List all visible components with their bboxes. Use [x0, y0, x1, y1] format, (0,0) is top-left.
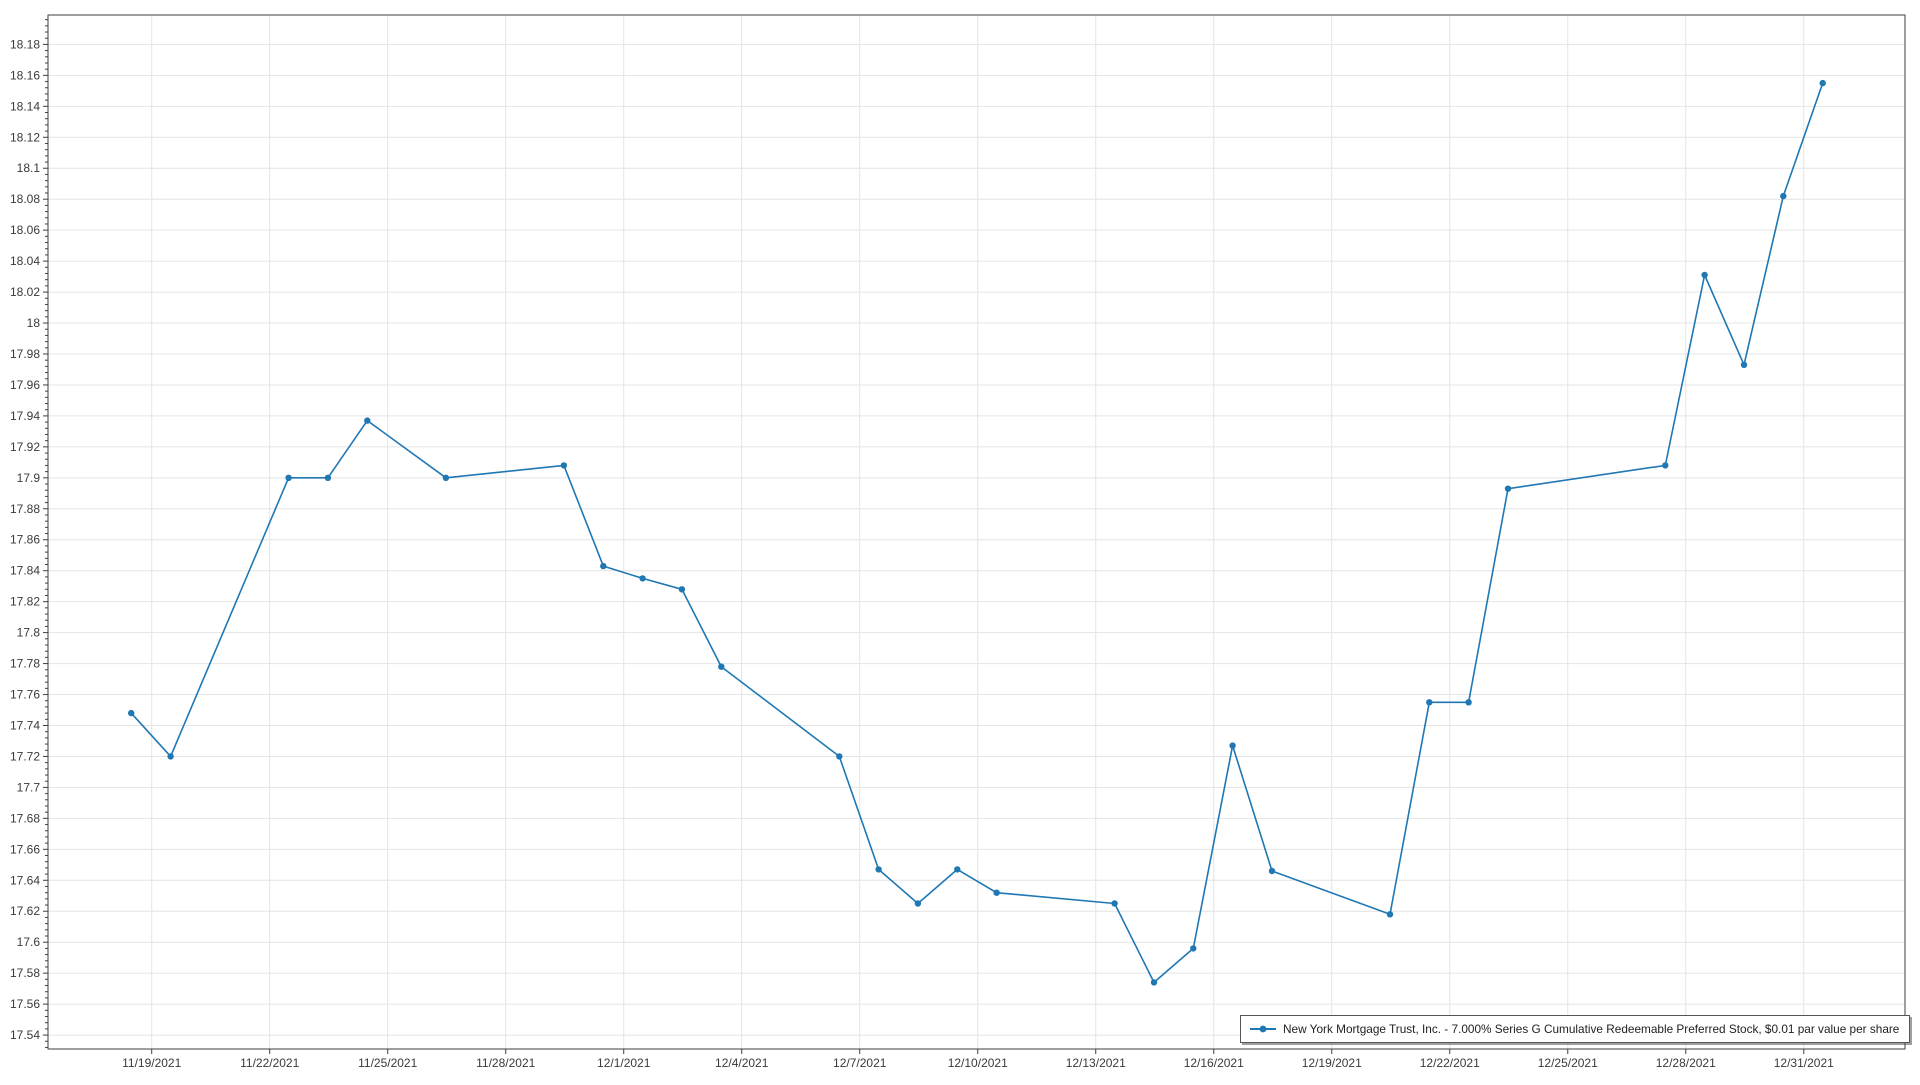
data-point: [954, 866, 961, 873]
data-point: [678, 586, 686, 593]
data-point: [993, 889, 1000, 896]
x-axis-label: 11/25/2021: [358, 1056, 417, 1070]
data-point: [1190, 945, 1197, 952]
x-axis-label: 12/31/2021: [1774, 1056, 1834, 1070]
x-axis-label: 12/25/2021: [1538, 1056, 1598, 1070]
data-point: [1386, 911, 1394, 918]
y-axis-label: 18.04: [10, 254, 40, 268]
data-point: [1819, 79, 1826, 87]
x-axis-label: 11/19/2021: [122, 1056, 181, 1070]
y-axis-label: 17.8: [17, 626, 41, 640]
y-axis-label: 17.84: [10, 564, 40, 578]
y-axis-label: 17.56: [10, 997, 40, 1011]
y-axis-label: 17.86: [10, 533, 40, 547]
y-axis-label: 17.58: [10, 966, 40, 980]
y-axis-label: 17.98: [10, 347, 40, 361]
x-axis-label: 11/28/2021: [476, 1056, 535, 1070]
y-axis-label: 17.66: [10, 842, 40, 856]
y-axis-label: 18.1: [17, 161, 41, 175]
y-axis-label: 17.82: [10, 595, 40, 609]
legend-series-marker-icon: [1250, 1024, 1276, 1034]
x-axis-label: 12/10/2021: [948, 1056, 1008, 1070]
series-line: [130, 82, 1824, 984]
data-point: [167, 753, 174, 760]
y-axis-label: 17.92: [10, 440, 40, 454]
data-point: [442, 474, 450, 481]
y-axis-label: 18.06: [10, 223, 40, 237]
y-axis-label: 17.76: [10, 688, 40, 702]
data-point: [1426, 699, 1433, 706]
y-axis-label: 17.68: [10, 811, 40, 825]
y-axis-label: 17.6: [17, 935, 41, 949]
x-axis-label: 12/22/2021: [1420, 1056, 1480, 1070]
y-axis-label: 17.7: [17, 780, 41, 794]
x-axis-label: 12/7/2021: [833, 1056, 887, 1070]
y-axis-label: 17.94: [10, 409, 40, 423]
data-point: [1662, 462, 1669, 469]
data-point: [560, 462, 568, 469]
data-point: [718, 663, 725, 670]
x-axis-label: 12/13/2021: [1066, 1056, 1126, 1070]
y-axis-label: 17.74: [10, 718, 40, 732]
data-point: [600, 562, 607, 570]
data-point: [1150, 979, 1158, 986]
y-axis-label: 17.72: [10, 749, 40, 763]
data-point: [128, 709, 135, 717]
y-axis-label: 17.54: [10, 1028, 40, 1042]
data-point: [875, 866, 882, 873]
y-axis-label: 18: [27, 316, 41, 330]
y-axis-label: 17.88: [10, 502, 40, 516]
x-axis-label: 12/1/2021: [597, 1056, 651, 1070]
x-axis-label: 11/22/2021: [240, 1056, 299, 1070]
data-point: [1740, 361, 1748, 368]
data-point: [836, 753, 843, 760]
x-axis-label: 12/28/2021: [1656, 1056, 1716, 1070]
y-axis-label: 18.14: [10, 99, 40, 113]
data-point: [1701, 271, 1708, 279]
data-point: [324, 474, 332, 481]
data-point: [1229, 742, 1236, 749]
data-point: [1504, 485, 1512, 492]
data-point: [1268, 867, 1276, 875]
y-axis-label: 17.62: [10, 904, 40, 918]
data-point: [639, 575, 646, 582]
y-axis-label: 18.12: [10, 130, 40, 144]
y-axis-label: 17.96: [10, 378, 40, 392]
y-axis-label: 18.08: [10, 192, 40, 206]
data-point: [364, 417, 371, 424]
data-point: [1465, 699, 1472, 706]
x-axis-label: 12/16/2021: [1184, 1056, 1244, 1070]
data-point: [285, 474, 292, 481]
data-point: [1111, 900, 1118, 907]
legend: New York Mortgage Trust, Inc. - 7.000% S…: [1240, 1015, 1911, 1043]
y-axis-label: 18.02: [10, 285, 40, 299]
x-axis-label: 12/19/2021: [1302, 1056, 1362, 1070]
data-point: [1780, 192, 1787, 200]
plot-border: [47, 14, 1906, 1050]
y-axis-label: 18.16: [10, 68, 40, 82]
y-axis-label: 18.18: [10, 37, 40, 51]
y-axis-label: 17.64: [10, 873, 40, 887]
y-axis-label: 17.78: [10, 657, 40, 671]
y-axis-label: 17.9: [17, 471, 41, 485]
data-point: [914, 900, 922, 907]
legend-series-label: New York Mortgage Trust, Inc. - 7.000% S…: [1283, 1022, 1900, 1036]
x-axis-label: 12/4/2021: [715, 1056, 769, 1070]
